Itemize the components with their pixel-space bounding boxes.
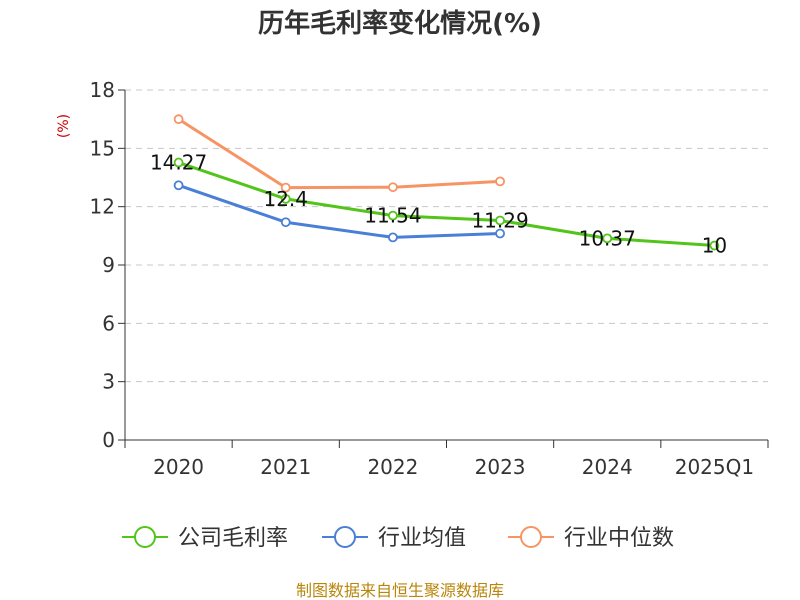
x-tick-label: 2025Q1 [675,455,754,479]
data-point [495,176,505,187]
x-tick-label: 2022 [367,455,418,479]
data-point [602,233,613,244]
y-tick-label: 15 [90,136,115,160]
data-point [280,217,291,228]
data-point [280,193,291,204]
x-tick-label: 2023 [475,455,526,479]
series [173,114,720,251]
data-point [495,228,505,239]
y-tick-label: 6 [102,311,115,335]
data-label: 11.29 [471,208,528,232]
y-axis-label: (%) [56,114,72,138]
data-label: 12.4 [263,187,308,211]
legend-item[interactable]: 行业中位数 [508,526,674,551]
grid [125,89,768,383]
y-tick-label: 0 [102,428,115,452]
chart-title: 历年毛利率变化情况(%) [258,8,542,39]
data-point [280,182,291,193]
source-note: 制图数据来自恒生聚源数据库 [296,581,504,600]
data-label: 10 [702,234,727,258]
y-tick-label: 9 [102,253,115,277]
data-label: 10.37 [579,226,636,250]
x-tick-label: 2020 [153,455,204,479]
data-label: 14.27 [150,151,207,175]
data-point [388,232,398,243]
legend-item[interactable]: 公司毛利率 [122,526,288,551]
legend-marker [520,526,542,548]
series-line [177,117,501,190]
axes: 0 3 6 9 12 15 18 2020 2021 2022 2023 2024 2025Q1 [90,78,769,479]
data-point [388,182,398,193]
data-point [173,180,184,191]
data-label: 11.54 [364,204,421,228]
data-point [709,240,720,251]
legend-marker [334,526,356,548]
y-tick-label: 12 [90,195,115,219]
data-point [388,210,398,221]
y-tick-label: 18 [90,78,115,102]
legend-item[interactable]: 行业均值 [322,526,466,551]
data-point [173,114,184,125]
legend-label: 行业均值 [378,526,466,551]
legend-label: 行业中位数 [564,526,674,551]
y-tick-label: 3 [102,370,115,394]
x-tick-label: 2021 [260,455,311,479]
data-point [495,215,505,226]
series-line [178,161,715,248]
legend[interactable]: 公司毛利率 行业均值 行业中位数 [122,526,674,551]
data-point [173,157,184,168]
legend-marker [134,526,156,548]
data-labels: 14.27 12.4 11.54 11.29 10.37 10 [150,151,727,258]
legend-label: 公司毛利率 [178,526,288,551]
series-line [178,183,501,239]
x-tick-label: 2024 [582,455,633,479]
